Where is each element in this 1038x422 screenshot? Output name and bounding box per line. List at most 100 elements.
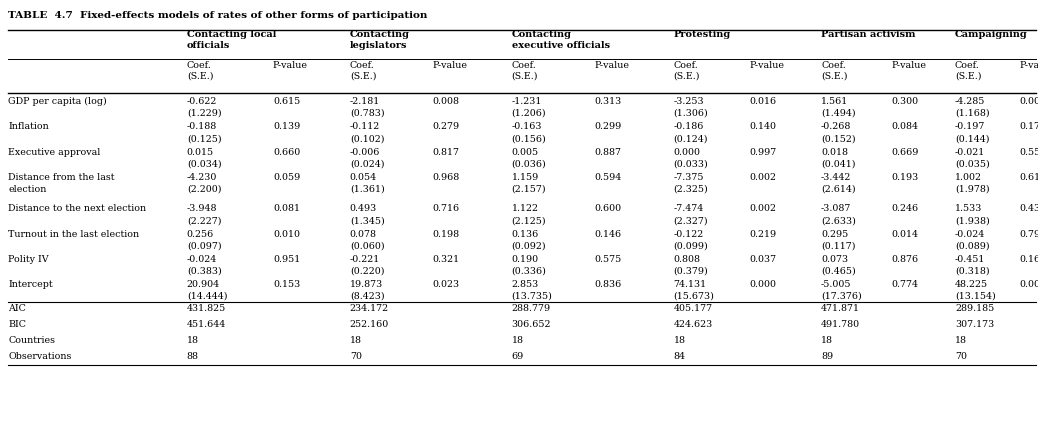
Text: 0.139: 0.139 [273, 122, 300, 131]
Text: 0.836: 0.836 [595, 280, 622, 289]
Text: (0.033): (0.033) [674, 160, 708, 168]
Text: -5.005: -5.005 [821, 280, 851, 289]
Text: 84: 84 [674, 352, 686, 361]
Text: -0.021: -0.021 [955, 148, 985, 157]
Text: 289.185: 289.185 [955, 304, 994, 313]
Text: 2.853: 2.853 [512, 280, 539, 289]
Text: 69: 69 [512, 352, 524, 361]
Text: 70: 70 [955, 352, 967, 361]
Text: (0.041): (0.041) [821, 160, 855, 168]
Text: 471.871: 471.871 [821, 304, 861, 313]
Text: -3.253: -3.253 [674, 97, 705, 106]
Text: (2.327): (2.327) [674, 216, 708, 225]
Text: P-value: P-value [749, 61, 785, 70]
Text: Contacting
legislators: Contacting legislators [350, 30, 410, 50]
Text: 252.160: 252.160 [350, 320, 389, 329]
Text: GDP per capita (log): GDP per capita (log) [8, 97, 107, 106]
Text: (0.318): (0.318) [955, 267, 989, 276]
Text: 0.015: 0.015 [187, 148, 214, 157]
Text: 0.193: 0.193 [892, 173, 919, 182]
Text: -3.087: -3.087 [821, 204, 851, 213]
Text: 0.190: 0.190 [512, 255, 539, 264]
Text: -7.375: -7.375 [674, 173, 704, 182]
Text: (1.229): (1.229) [187, 109, 221, 118]
Text: 0.014: 0.014 [892, 230, 919, 238]
Text: 0.716: 0.716 [433, 204, 460, 213]
Text: 0.295: 0.295 [821, 230, 848, 238]
Text: Intercept: Intercept [8, 280, 53, 289]
Text: 20.904: 20.904 [187, 280, 220, 289]
Text: (0.383): (0.383) [187, 267, 221, 276]
Text: 431.825: 431.825 [187, 304, 226, 313]
Text: 0.219: 0.219 [749, 230, 776, 238]
Text: -3.442: -3.442 [821, 173, 851, 182]
Text: BIC: BIC [8, 320, 26, 329]
Text: 424.623: 424.623 [674, 320, 713, 329]
Text: (0.783): (0.783) [350, 109, 384, 118]
Text: 0.615: 0.615 [273, 97, 300, 106]
Text: Observations: Observations [8, 352, 72, 361]
Text: (1.345): (1.345) [350, 216, 384, 225]
Text: P-value: P-value [273, 61, 308, 70]
Text: 451.644: 451.644 [187, 320, 226, 329]
Text: (15.673): (15.673) [674, 292, 714, 301]
Text: -0.221: -0.221 [350, 255, 380, 264]
Text: 0.808: 0.808 [674, 255, 701, 264]
Text: (0.024): (0.024) [350, 160, 384, 168]
Text: 18: 18 [821, 336, 834, 345]
Text: -0.112: -0.112 [350, 122, 380, 131]
Text: 1.002: 1.002 [955, 173, 982, 182]
Text: 19.873: 19.873 [350, 280, 383, 289]
Text: election: election [8, 185, 47, 194]
Text: 0.078: 0.078 [350, 230, 377, 238]
Text: 74.131: 74.131 [674, 280, 707, 289]
Text: 0.037: 0.037 [749, 255, 776, 264]
Text: (2.325): (2.325) [674, 185, 708, 194]
Text: 0.001: 0.001 [1019, 97, 1038, 106]
Text: Campaigning: Campaigning [955, 30, 1028, 39]
Text: 405.177: 405.177 [674, 304, 713, 313]
Text: P-value: P-value [1019, 61, 1038, 70]
Text: (2.125): (2.125) [512, 216, 546, 225]
Text: 0.000: 0.000 [749, 280, 776, 289]
Text: (0.144): (0.144) [955, 134, 989, 143]
Text: (0.124): (0.124) [674, 134, 708, 143]
Text: 89: 89 [821, 352, 834, 361]
Text: 0.313: 0.313 [595, 97, 622, 106]
Text: (1.938): (1.938) [955, 216, 989, 225]
Text: 0.023: 0.023 [433, 280, 460, 289]
Text: Countries: Countries [8, 336, 55, 345]
Text: 0.010: 0.010 [273, 230, 300, 238]
Text: 18: 18 [955, 336, 967, 345]
Text: 70: 70 [350, 352, 362, 361]
Text: TABLE  4.7  Fixed-effects models of rates of other forms of participation: TABLE 4.7 Fixed-effects models of rates … [8, 11, 428, 19]
Text: (0.035): (0.035) [955, 160, 989, 168]
Text: -0.006: -0.006 [350, 148, 380, 157]
Text: 0.433: 0.433 [1019, 204, 1038, 213]
Text: 0.887: 0.887 [595, 148, 622, 157]
Text: (0.336): (0.336) [512, 267, 547, 276]
Text: (0.102): (0.102) [350, 134, 384, 143]
Text: 18: 18 [512, 336, 524, 345]
Text: -0.024: -0.024 [955, 230, 985, 238]
Text: 0.817: 0.817 [433, 148, 460, 157]
Text: Protesting: Protesting [674, 30, 731, 39]
Text: 0.002: 0.002 [749, 204, 776, 213]
Text: -4.230: -4.230 [187, 173, 217, 182]
Text: 0.968: 0.968 [433, 173, 460, 182]
Text: (13.735): (13.735) [512, 292, 552, 301]
Text: 0.008: 0.008 [433, 97, 460, 106]
Text: (0.092): (0.092) [512, 241, 546, 250]
Text: 0.084: 0.084 [892, 122, 919, 131]
Text: -4.285: -4.285 [955, 97, 985, 106]
Text: 0.146: 0.146 [595, 230, 622, 238]
Text: AIC: AIC [8, 304, 26, 313]
Text: 0.073: 0.073 [821, 255, 848, 264]
Text: Distance to the next election: Distance to the next election [8, 204, 146, 213]
Text: 0.594: 0.594 [595, 173, 622, 182]
Text: Inflation: Inflation [8, 122, 49, 131]
Text: (14.444): (14.444) [187, 292, 227, 301]
Text: -0.451: -0.451 [955, 255, 985, 264]
Text: 0.493: 0.493 [350, 204, 377, 213]
Text: 306.652: 306.652 [512, 320, 551, 329]
